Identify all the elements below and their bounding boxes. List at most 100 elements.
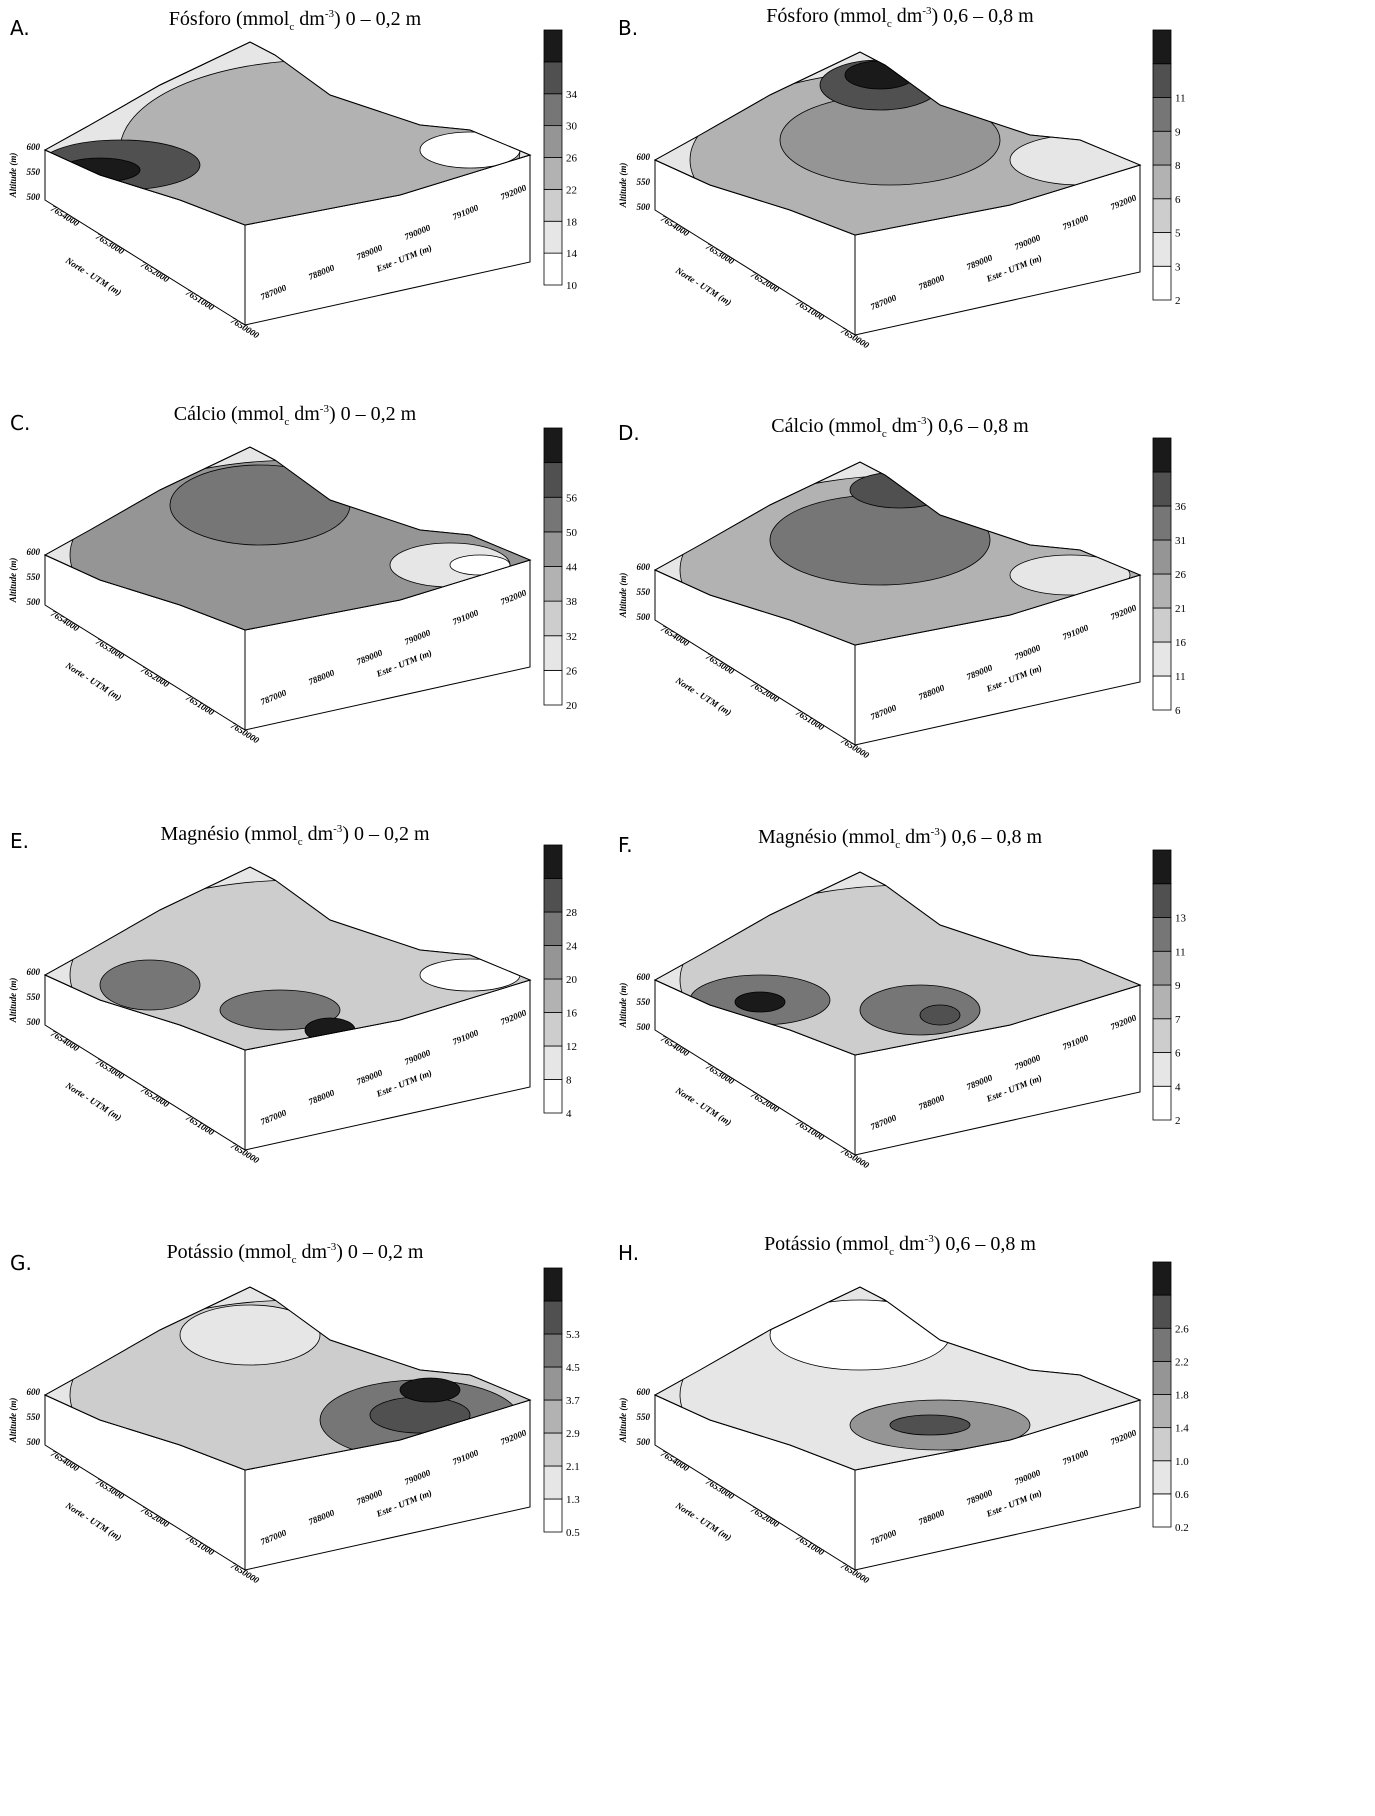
colorbar-band [1153, 850, 1171, 884]
colorbar-band [1153, 30, 1171, 64]
panel: H.Potássio (mmolc dm-3) 0,6 – 0,8 mAltit… [618, 1233, 1189, 1586]
colorbar-band [544, 670, 562, 705]
colorbar-label: 2.6 [1175, 1323, 1189, 1335]
colorbar-band [544, 189, 562, 221]
colorbar-band [544, 845, 562, 879]
panel-letter: D. [618, 421, 640, 445]
axis-label: Altitude (m) [8, 558, 18, 604]
title-part: dm [894, 1233, 925, 1255]
colorbar-band [544, 1499, 562, 1532]
tick-label: 600 [637, 1387, 651, 1397]
colorbar-band [544, 879, 562, 913]
colorbar-band [1153, 574, 1171, 608]
colorbar-label: 22 [566, 184, 577, 196]
colorbar-band [544, 1013, 562, 1047]
tick-label: 500 [27, 1017, 41, 1027]
contour-band [860, 985, 980, 1035]
colorbar-band [544, 497, 562, 532]
colorbar-band [544, 1268, 562, 1301]
tick-label: 500 [27, 192, 41, 202]
colorbar-band [1153, 1295, 1171, 1328]
colorbar-label: 32 [566, 631, 577, 643]
colorbar-band [544, 1301, 562, 1334]
colorbar-label: 18 [566, 216, 578, 228]
panel-letter: C. [10, 411, 30, 435]
colorbar-label: 38 [566, 596, 578, 608]
colorbar-label: 0.2 [1175, 1522, 1189, 1534]
colorbar-label: 4 [566, 1108, 572, 1120]
tick-label: 600 [637, 562, 651, 572]
colorbar-band [544, 94, 562, 126]
panel-title: Potássio (mmolc dm-3) 0 – 0,2 m [167, 1241, 424, 1266]
colorbar-label: 34 [566, 89, 578, 101]
colorbar-band [544, 979, 562, 1013]
contour-band [400, 1378, 460, 1402]
contour-band [180, 1305, 320, 1365]
colorbar-label: 1.0 [1175, 1456, 1189, 1468]
colorbar-band [544, 1466, 562, 1499]
panel-title: Magnésio (mmolc dm-3) 0,6 – 0,8 m [758, 826, 1043, 851]
colorbar-band [1153, 438, 1171, 472]
tick-label: 550 [27, 167, 41, 177]
axis-label: Altitude (m) [8, 978, 18, 1024]
title-part: ) 0 – 0,2 m [329, 403, 417, 425]
axis-label: Norte - UTM (m) [673, 1085, 733, 1128]
colorbar-label: 30 [566, 121, 578, 133]
contour-band [735, 992, 785, 1012]
colorbar-label: 28 [566, 907, 578, 919]
colorbar-band [1153, 676, 1171, 710]
title-part: dm [887, 415, 918, 437]
colorbar-band [544, 532, 562, 567]
colorbar-label: 16 [566, 1008, 578, 1020]
tick-label: 600 [27, 142, 41, 152]
colorbar-label: 2 [1175, 295, 1181, 307]
title-part: dm [900, 826, 931, 848]
colorbar-band [1153, 951, 1171, 985]
title-part: Magnésio (mmol [160, 823, 298, 845]
colorbar-label: 5 [1175, 228, 1181, 240]
colorbar-band [544, 463, 562, 498]
tick-label: 500 [637, 612, 651, 622]
panel: F.Magnésio (mmolc dm-3) 0,6 – 0,8 mAltit… [618, 826, 1187, 1171]
colorbar-band [1153, 985, 1171, 1019]
title-part: Cálcio (mmol [174, 403, 285, 425]
colorbar-label: 6 [1175, 705, 1181, 717]
colorbar-band [544, 1046, 562, 1080]
panel-letter: F. [618, 833, 633, 857]
colorbar-band [1153, 1395, 1171, 1428]
colorbar-band [1153, 506, 1171, 540]
tick-label: 550 [27, 572, 41, 582]
colorbar-label: 26 [566, 665, 578, 677]
title-part: dm [892, 5, 923, 27]
colorbar-band [1153, 64, 1171, 98]
colorbar-label: 3 [1175, 261, 1181, 273]
axis-label: Norte - UTM (m) [63, 660, 123, 703]
title-part: dm [289, 403, 320, 425]
colorbar-band [544, 158, 562, 190]
axis-label: Altitude (m) [618, 1398, 628, 1444]
colorbar-band [1153, 1428, 1171, 1461]
colorbar-band [1153, 1494, 1171, 1527]
colorbar-label: 20 [566, 974, 578, 986]
colorbar-label: 20 [566, 700, 578, 712]
colorbar-label: 21 [1175, 603, 1186, 615]
colorbar-band [1153, 884, 1171, 918]
panel: E.Magnésio (mmolc dm-3) 0 – 0,2 mAltitud… [8, 823, 578, 1166]
colorbar-band [1153, 1086, 1171, 1120]
panel-title: Cálcio (mmolc dm-3) 0 – 0,2 m [174, 403, 417, 428]
panel: G.Potássio (mmolc dm-3) 0 – 0,2 mAltitud… [8, 1241, 580, 1586]
colorbar-label: 2.2 [1175, 1356, 1189, 1368]
axis-label: Norte - UTM (m) [63, 1500, 123, 1543]
title-part: ) 0,6 – 0,8 m [940, 826, 1043, 848]
tick-label: 600 [27, 967, 41, 977]
contour-band [845, 61, 915, 89]
title-part: ) 0 – 0,2 m [334, 8, 422, 30]
title-part: ) 0,6 – 0,8 m [931, 5, 1034, 27]
colorbar-band [1153, 131, 1171, 165]
colorbar-band [544, 1334, 562, 1367]
title-part: Fósforo (mmol [766, 5, 887, 27]
colorbar-label: 50 [566, 527, 578, 539]
title-part: Cálcio (mmol [771, 415, 882, 437]
colorbar-band [544, 946, 562, 980]
colorbar-label: 1.3 [566, 1494, 580, 1506]
